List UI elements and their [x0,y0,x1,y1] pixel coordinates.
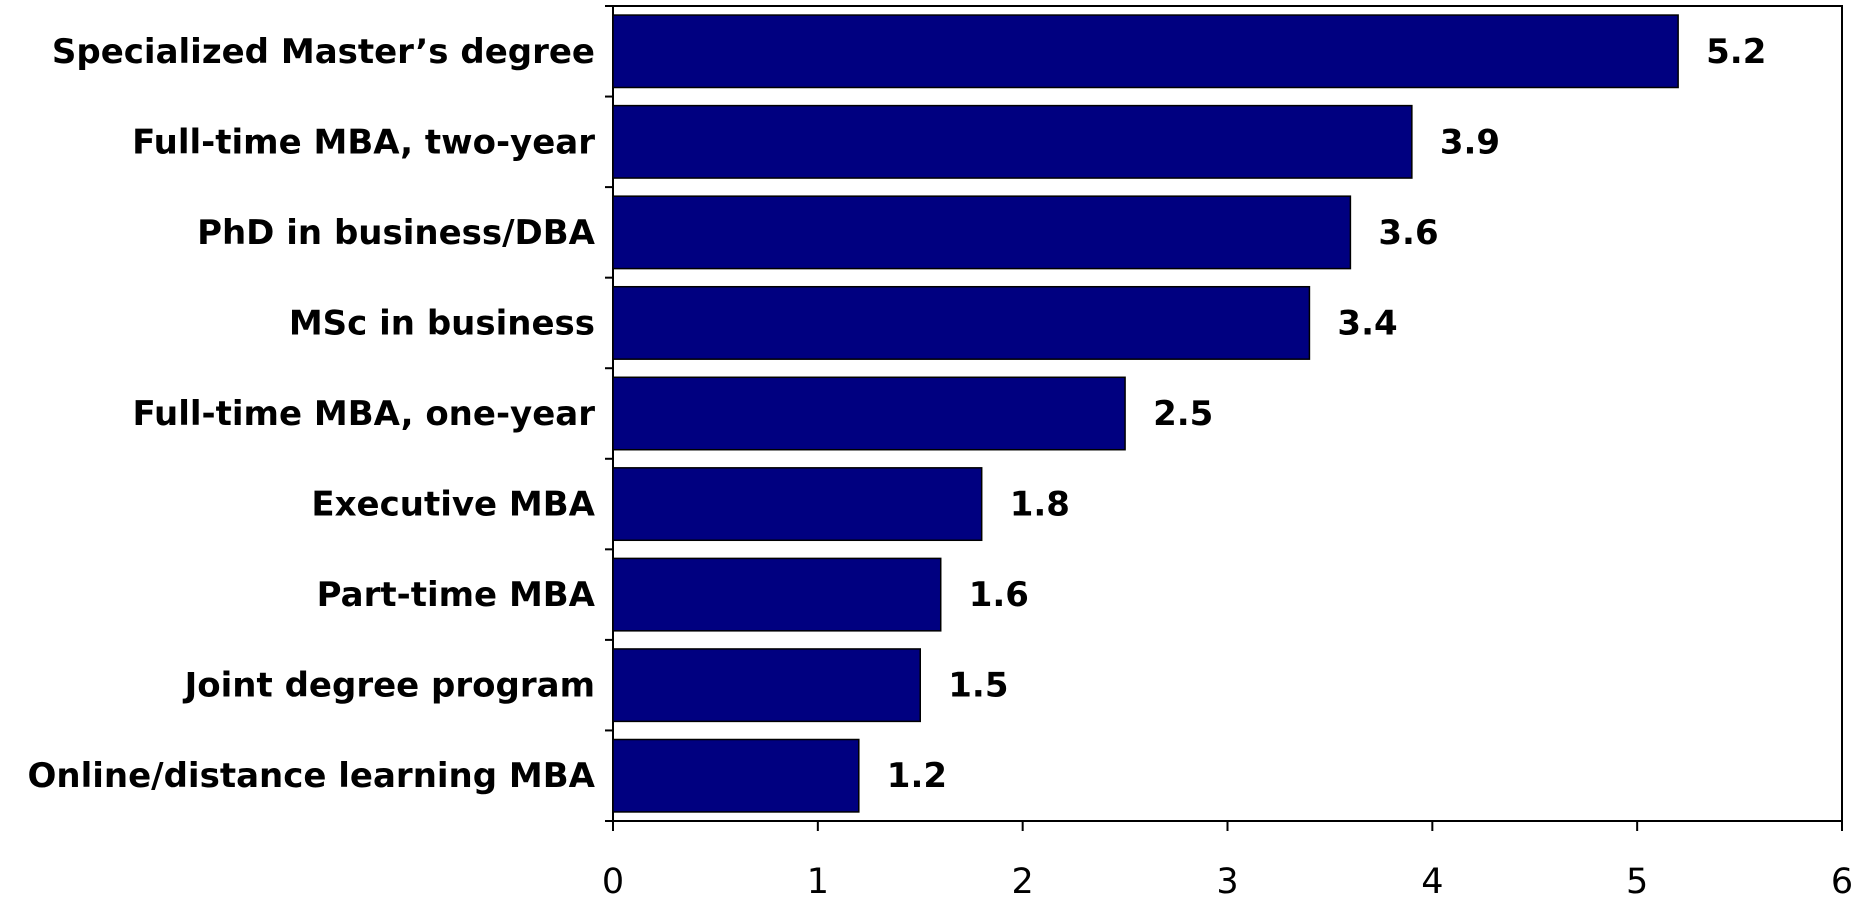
bar [612,195,1352,270]
x-tick-label: 5 [1626,862,1648,902]
y-tick-label: Specialized Master’s degree [52,32,595,72]
y-tick-label: Part-time MBA [317,575,596,615]
bar [612,467,983,542]
bar [612,14,1679,89]
bar [612,648,921,723]
bar [612,738,860,813]
bar [612,285,1311,360]
x-tick-label: 4 [1421,862,1443,902]
value-label: 3.9 [1440,122,1500,162]
value-label: 5.2 [1706,32,1766,72]
x-tick-label: 3 [1216,862,1238,902]
value-label: 1.8 [1010,485,1070,525]
y-tick-label: Online/distance learning MBA [27,756,595,796]
x-tick-label: 2 [1012,862,1034,902]
value-label: 1.5 [948,666,1008,706]
value-label: 3.6 [1378,213,1438,253]
y-tick-label: Full-time MBA, one-year [132,394,595,434]
value-label: 2.5 [1153,394,1213,434]
y-tick-label: Executive MBA [311,485,595,525]
y-tick-label: PhD in business/DBA [197,213,596,253]
x-tick-label: 0 [602,862,624,902]
x-tick-label: 1 [807,862,829,902]
y-tick-label: MSc in business [289,303,595,343]
value-label: 1.2 [887,756,947,796]
y-tick-label: Joint degree program [183,666,595,706]
bar [612,104,1413,179]
y-tick-label: Full-time MBA, two-year [132,122,595,162]
bar [612,376,1126,451]
value-label: 3.4 [1337,303,1397,343]
value-label: 1.6 [969,575,1029,615]
bar [612,557,942,632]
x-tick-label: 6 [1831,862,1853,902]
